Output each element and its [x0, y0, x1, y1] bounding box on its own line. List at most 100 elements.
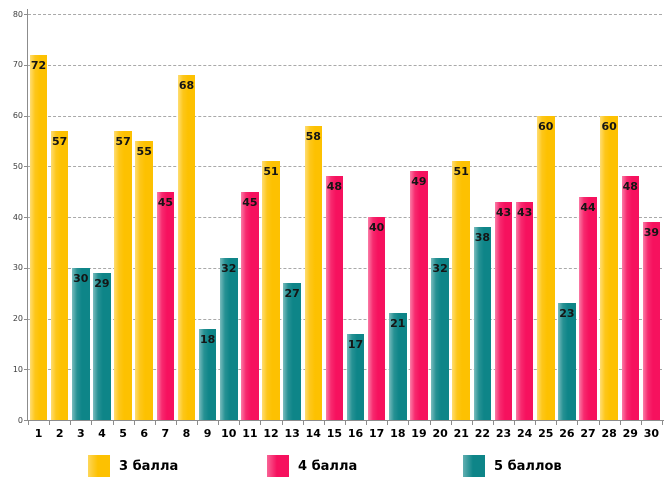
x-tick-mark: [345, 421, 346, 425]
x-tick-label: 11: [242, 427, 258, 440]
x-tick-mark: [133, 421, 135, 425]
bar: 48: [621, 176, 640, 420]
x-tick-mark: [450, 421, 452, 425]
x-axis-line: [24, 420, 664, 421]
x-tick-label: 24: [516, 427, 533, 440]
bar-value-label: 49: [411, 175, 427, 189]
bar-value-label: 27: [284, 286, 300, 300]
x-tick-mark: [556, 421, 558, 425]
x-tick-mark: [619, 421, 621, 425]
x-tick-label: 14: [305, 427, 321, 440]
bar-value-label: 32: [221, 261, 237, 275]
bar: 55: [135, 140, 153, 421]
legend-swatch: [267, 455, 289, 477]
x-tick-label: 22: [474, 427, 491, 440]
x-tick-mark: [640, 421, 642, 425]
y-tick-mark: [24, 64, 28, 66]
x-tick-mark: [112, 421, 114, 425]
gridline: [28, 369, 662, 371]
x-tick-mark: [514, 421, 516, 425]
x-tick-label: 30: [643, 427, 660, 440]
x-tick-mark: [154, 421, 156, 425]
gridline: [28, 217, 662, 218]
bar: 27: [283, 282, 301, 421]
x-tick-label: 20: [432, 427, 448, 440]
x-tick-label: 23: [495, 427, 512, 440]
bar: 40: [367, 217, 386, 420]
x-tick-mark: [598, 421, 600, 425]
legend-label: 5 баллов: [494, 458, 562, 474]
bar: 32: [220, 257, 238, 421]
x-tick-mark: [429, 421, 431, 425]
x-tick-mark: [260, 421, 262, 425]
x-tick-label: 15: [326, 427, 343, 440]
y-tick-label: 40: [12, 212, 23, 222]
bar-value-label: 57: [115, 134, 131, 148]
x-tick-label: 5: [119, 427, 127, 440]
x-tick-label: 3: [77, 427, 85, 440]
x-tick-mark: [535, 421, 537, 425]
x-tick-label: 9: [203, 427, 212, 440]
legend: 3 балла 4 балла 5 баллов: [0, 455, 670, 481]
bar-value-label: 72: [30, 58, 47, 72]
x-tick-label: 2: [55, 427, 64, 440]
bar-value-label: 43: [495, 205, 512, 219]
x-tick-label: 25: [538, 427, 554, 440]
bar-value-label: 17: [347, 337, 364, 351]
bar: 57: [114, 130, 132, 421]
bar-value-label: 51: [453, 165, 469, 179]
bar: 23: [558, 303, 576, 420]
x-tick-label: 27: [580, 427, 596, 440]
x-tick-mark: [408, 421, 410, 425]
bar-value-label: 45: [157, 195, 173, 209]
y-axis-line: [27, 9, 28, 421]
legend-swatch: [88, 455, 110, 477]
y-tick-label: 30: [12, 263, 23, 273]
x-tick-mark: [387, 421, 389, 425]
x-tick-label: 19: [411, 427, 427, 440]
x-tick-mark: [218, 421, 220, 425]
x-tick-mark: [239, 421, 241, 425]
legend-item: 3 балла: [88, 455, 178, 477]
x-tick-mark: [366, 421, 368, 425]
bar: 38: [473, 227, 492, 420]
y-tick-label: 70: [12, 60, 23, 70]
bar: 57: [50, 130, 69, 421]
x-tick-label: 6: [140, 427, 149, 440]
y-tick-label: 50: [12, 161, 23, 171]
bar-value-label: 38: [474, 231, 490, 245]
plot-area: 72 57 30 29 57 55 45 68 18 32 45 51 27 58 48 17 40 21 49 32…: [28, 14, 662, 421]
bar: 21: [389, 313, 407, 420]
legend-swatch: [463, 455, 485, 477]
x-tick-mark: [28, 421, 29, 425]
bar-value-label: 29: [94, 276, 110, 290]
bar: 72: [29, 54, 48, 421]
x-tick-label: 4: [98, 427, 106, 440]
gridline: [28, 115, 662, 117]
y-tick-label: 0: [17, 415, 23, 425]
y-tick-label: 80: [12, 9, 23, 19]
x-tick-label: 21: [453, 427, 469, 440]
bar: 51: [262, 161, 280, 420]
bar-value-label: 57: [52, 134, 68, 148]
x-tick-label: 7: [161, 427, 170, 440]
legend-item: 5 баллов: [463, 455, 562, 477]
bar-value-label: 48: [326, 180, 343, 194]
bar: 45: [156, 191, 175, 421]
bar: 43: [494, 201, 513, 421]
bar: 17: [346, 333, 365, 421]
bar-value-label: 58: [305, 129, 321, 143]
x-tick-mark: [323, 421, 325, 425]
x-tick-label: 10: [221, 427, 237, 440]
x-tick-label: 26: [559, 427, 575, 440]
x-tick-label: 16: [347, 427, 364, 440]
x-tick-mark: [70, 421, 72, 425]
bar: 48: [325, 176, 344, 420]
x-tick-mark: [577, 421, 579, 425]
x-tick-label: 18: [390, 427, 406, 440]
x-tick-mark: [662, 421, 663, 425]
x-tick-label: 29: [622, 427, 638, 440]
bar: 51: [452, 161, 470, 420]
x-tick-label: 12: [263, 427, 279, 440]
